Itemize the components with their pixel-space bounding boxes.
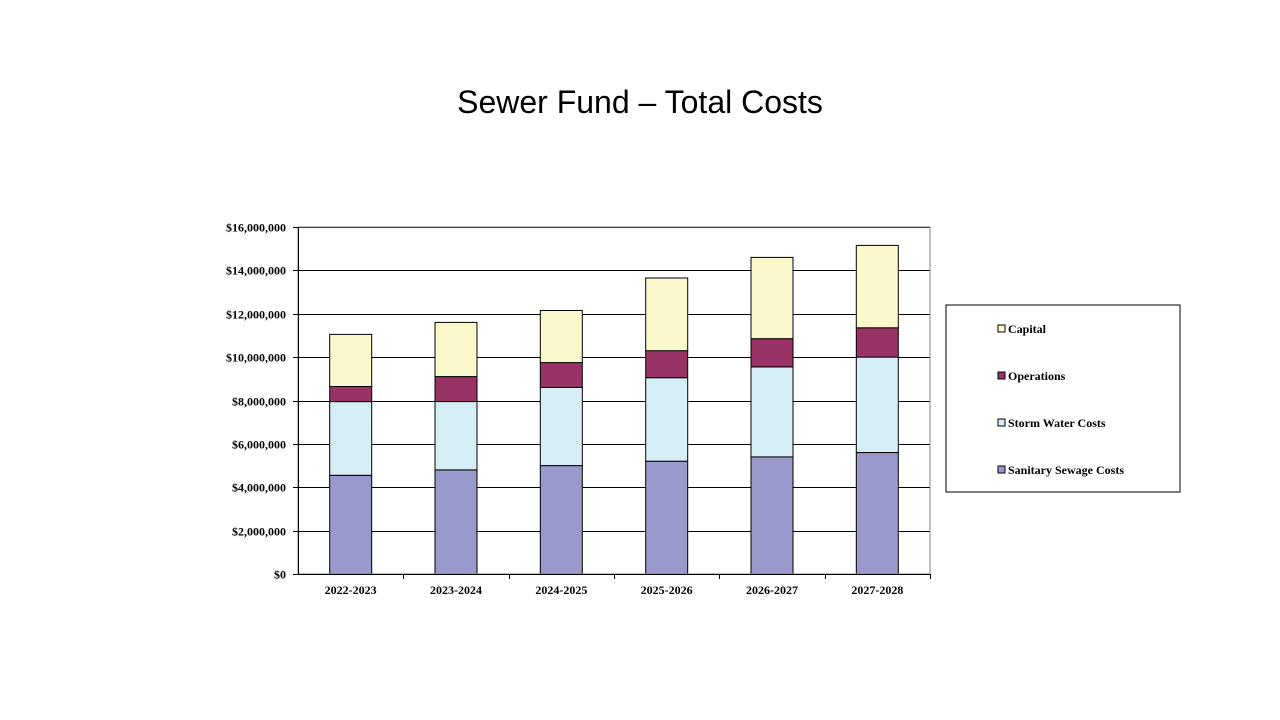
- bars: [329, 244, 899, 575]
- axes: $0 $2,000,000 $4,000,000 $6,000,000 $8,000,0…: [226, 221, 931, 597]
- y-tick-label: $2,000,000: [232, 525, 286, 539]
- bar-operations-2022-2023: [329, 385, 373, 403]
- bar-storm-water-costs-2023-2024: [434, 401, 478, 471]
- x-tick-label: 2027-2028: [851, 583, 903, 597]
- x-tick-label: 2023-2024: [430, 583, 482, 597]
- x-tick-label: 2024-2025: [535, 583, 587, 597]
- legend-box: [945, 304, 1181, 493]
- legend-label-capital: Capital: [1008, 322, 1047, 336]
- legend-label-storm-water-costs: Storm Water Costs: [1008, 416, 1106, 430]
- y-tick-label: $12,000,000: [226, 308, 286, 322]
- bar-capital-2026-2027: [750, 256, 794, 340]
- bar-operations-2027-2028: [855, 327, 899, 358]
- bar-storm-water-costs-2024-2025: [539, 387, 583, 467]
- bar-capital-2024-2025: [539, 310, 583, 364]
- legend-swatch-operations: [997, 371, 1006, 380]
- bar-sanitary-sewage-costs-2024-2025: [539, 465, 583, 575]
- bar-sanitary-sewage-costs-2026-2027: [750, 456, 794, 575]
- legend-swatch-capital: [997, 324, 1006, 333]
- bar-sanitary-sewage-costs-2023-2024: [434, 469, 478, 575]
- x-tick-label: 2022-2023: [325, 583, 377, 597]
- bar-operations-2025-2026: [645, 350, 689, 379]
- plot-area-border: [297, 226, 931, 575]
- y-tick-label: $14,000,000: [226, 264, 286, 278]
- bar-sanitary-sewage-costs-2025-2026: [645, 460, 689, 575]
- bar-capital-2025-2026: [645, 277, 689, 352]
- y-tick-label: $16,000,000: [226, 221, 286, 235]
- bar-capital-2022-2023: [329, 333, 373, 387]
- y-tick-label: $10,000,000: [226, 351, 286, 365]
- legend-label-sanitary-sewage-costs: Sanitary Sewage Costs: [1008, 463, 1124, 477]
- y-tick-label: $6,000,000: [232, 438, 286, 452]
- chart-title: Sewer Fund – Total Costs: [457, 84, 823, 120]
- bar-capital-2027-2028: [855, 244, 899, 329]
- legend-swatch-sanitary-sewage-costs: [997, 465, 1006, 474]
- legend-label-operations: Operations: [1008, 369, 1066, 383]
- bar-operations-2023-2024: [434, 376, 478, 403]
- bar-storm-water-costs-2027-2028: [855, 356, 899, 454]
- bar-operations-2026-2027: [750, 338, 794, 368]
- y-tick-label: $8,000,000: [232, 395, 286, 409]
- legend-swatch-storm-water-costs: [997, 418, 1006, 427]
- bar-storm-water-costs-2026-2027: [750, 366, 794, 458]
- bar-capital-2023-2024: [434, 321, 478, 378]
- legend: Capital Operations Storm Water Costs Sanita…: [945, 304, 1181, 493]
- y-tick-label: $4,000,000: [232, 481, 286, 495]
- y-tick-label: $0: [274, 568, 286, 582]
- gridlines: [298, 227, 930, 532]
- bar-storm-water-costs-2022-2023: [329, 401, 373, 476]
- bar-operations-2024-2025: [539, 362, 583, 388]
- bar-sanitary-sewage-costs-2027-2028: [855, 452, 899, 575]
- x-tick-label: 2026-2027: [746, 583, 798, 597]
- x-tick-label: 2025-2026: [641, 583, 693, 597]
- bar-storm-water-costs-2025-2026: [645, 377, 689, 462]
- bar-sanitary-sewage-costs-2022-2023: [329, 474, 373, 575]
